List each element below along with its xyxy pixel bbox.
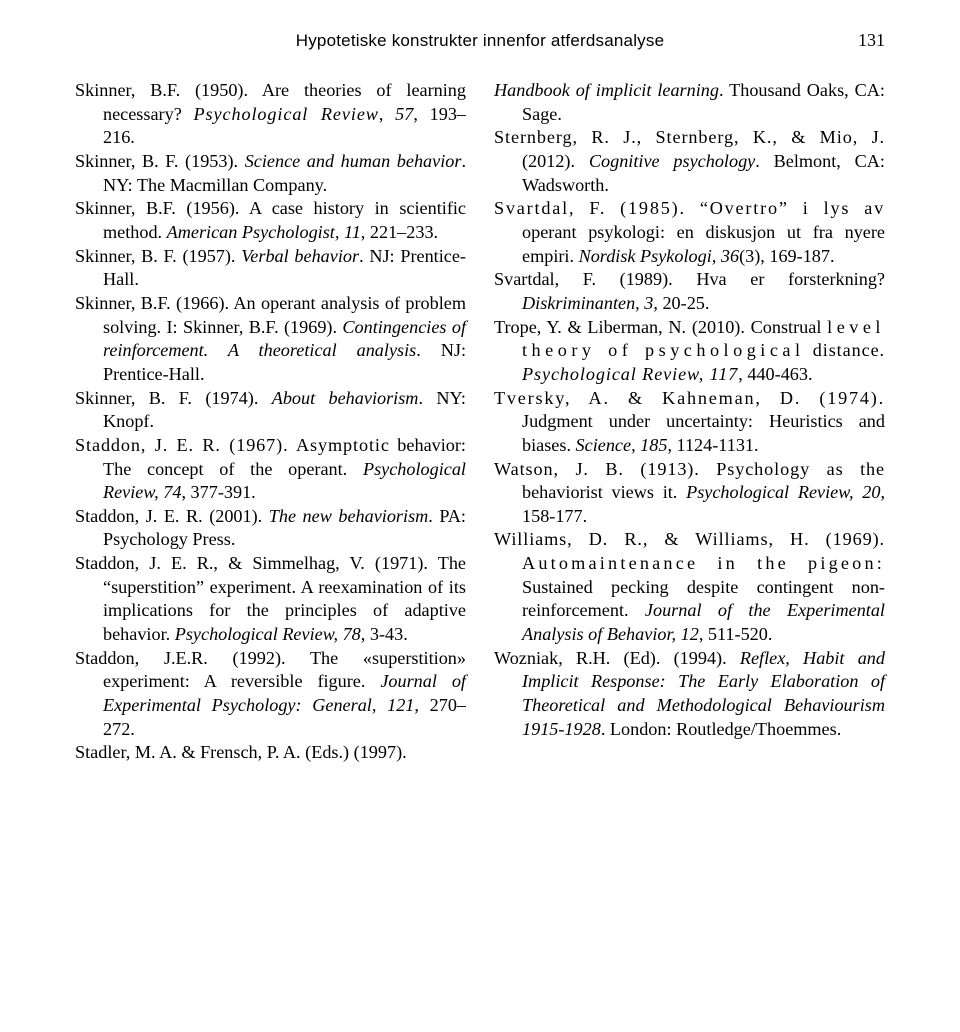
- reference-entry: Skinner, B. F. (1957). Verbal behavior. …: [75, 245, 466, 292]
- reference-entry: Staddon, J. E. R., & Simmelhag, V. (1971…: [75, 552, 466, 647]
- right-column: Handbook of implicit learning. Thousand …: [494, 79, 885, 765]
- reference-entry: Staddon, J.E.R. (1992). The «superstitio…: [75, 647, 466, 742]
- reference-entry: Handbook of implicit learning. Thousand …: [494, 79, 885, 126]
- reference-entry: Wozniak, R.H. (Ed). (1994). Reflex, Habi…: [494, 647, 885, 742]
- page-number: 131: [845, 30, 885, 51]
- reference-entry: Staddon, J. E. R. (1967). Asymptotic beh…: [75, 434, 466, 505]
- reference-entry: Skinner, B.F. (1950). Are theories of le…: [75, 79, 466, 150]
- reference-entry: Skinner, B.F. (1956). A case history in …: [75, 197, 466, 244]
- reference-entry: Trope, Y. & Liberman, N. (2010). Constru…: [494, 316, 885, 387]
- reference-entry: Staddon, J. E. R. (2001). The new behavi…: [75, 505, 466, 552]
- reference-columns: Skinner, B.F. (1950). Are theories of le…: [75, 79, 885, 765]
- reference-entry: Tversky, A. & Kahneman, D. (1974). Judgm…: [494, 387, 885, 458]
- reference-entry: Stadler, M. A. & Frensch, P. A. (Eds.) (…: [75, 741, 466, 765]
- reference-entry: Williams, D. R., & Williams, H. (1969). …: [494, 528, 885, 646]
- reference-entry: Skinner, B. F. (1974). About behaviorism…: [75, 387, 466, 434]
- running-head: Hypotetiske konstrukter innenfor atferds…: [75, 30, 885, 51]
- reference-entry: Watson, J. B. (1913). Psychology as the …: [494, 458, 885, 529]
- reference-entry: Skinner, B.F. (1966). An operant analysi…: [75, 292, 466, 387]
- page: Hypotetiske konstrukter innenfor atferds…: [0, 0, 960, 795]
- reference-entry: Svartdal, F. (1985). “Overtro” i lys av …: [494, 197, 885, 268]
- left-column: Skinner, B.F. (1950). Are theories of le…: [75, 79, 466, 765]
- reference-entry: Sternberg, R. J., Sternberg, K., & Mio, …: [494, 126, 885, 197]
- reference-entry: Svartdal, F. (1989). Hva er forsterkning…: [494, 268, 885, 315]
- running-title: Hypotetiske konstrukter innenfor atferds…: [115, 31, 845, 51]
- reference-entry: Skinner, B. F. (1953). Science and human…: [75, 150, 466, 197]
